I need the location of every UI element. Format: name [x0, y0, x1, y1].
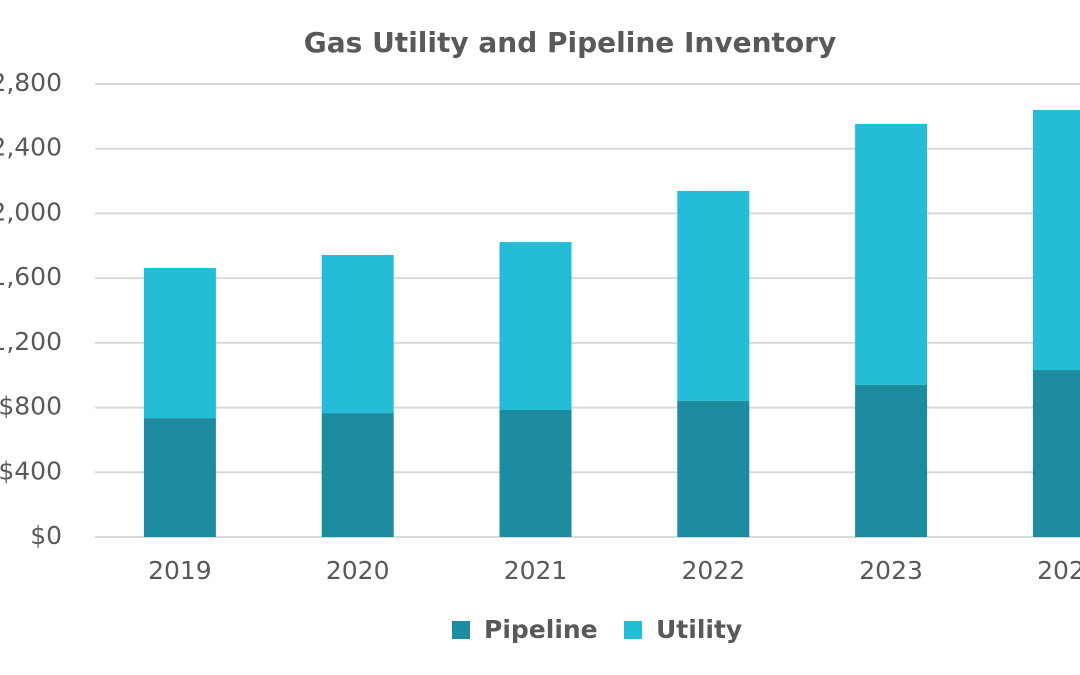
x-tick-label: 2021: [504, 556, 568, 585]
bar-segment: [499, 409, 572, 537]
chart-title: Gas Utility and Pipeline Inventory: [304, 26, 836, 59]
y-tick-label: $1,200: [0, 327, 62, 356]
y-tick-label: $2,800: [0, 68, 62, 97]
x-tick-label: 2020: [326, 556, 390, 585]
bar-segment: [677, 400, 750, 537]
bar-segment: [1032, 110, 1080, 371]
bar-segment: [855, 123, 928, 385]
bar-segment: [143, 267, 216, 419]
y-tick-label: $1,600: [0, 262, 62, 291]
bar-segment: [143, 418, 216, 537]
bar-segment: [855, 384, 928, 537]
x-tick-label: 2023: [859, 556, 923, 585]
bar-segment: [1032, 370, 1080, 537]
y-tick-label: $0: [30, 521, 62, 550]
x-tick-label: 2019: [148, 556, 212, 585]
y-tick-label: $2,000: [0, 197, 62, 226]
bar-segment: [321, 413, 394, 537]
bar-segment: [499, 242, 572, 410]
x-tick-label: 2022: [681, 556, 745, 585]
y-tick-label: $400: [0, 456, 62, 485]
bar-segment: [321, 255, 394, 414]
x-tick-label: 2024: [1037, 556, 1080, 585]
legend-label: Pipeline: [484, 615, 598, 644]
legend-swatch: [452, 621, 470, 639]
legend-swatch: [624, 621, 642, 639]
legend-label: Utility: [656, 615, 742, 644]
bar-segment: [677, 190, 750, 401]
y-tick-label: $800: [0, 392, 62, 421]
y-tick-label: $2,400: [0, 133, 62, 162]
